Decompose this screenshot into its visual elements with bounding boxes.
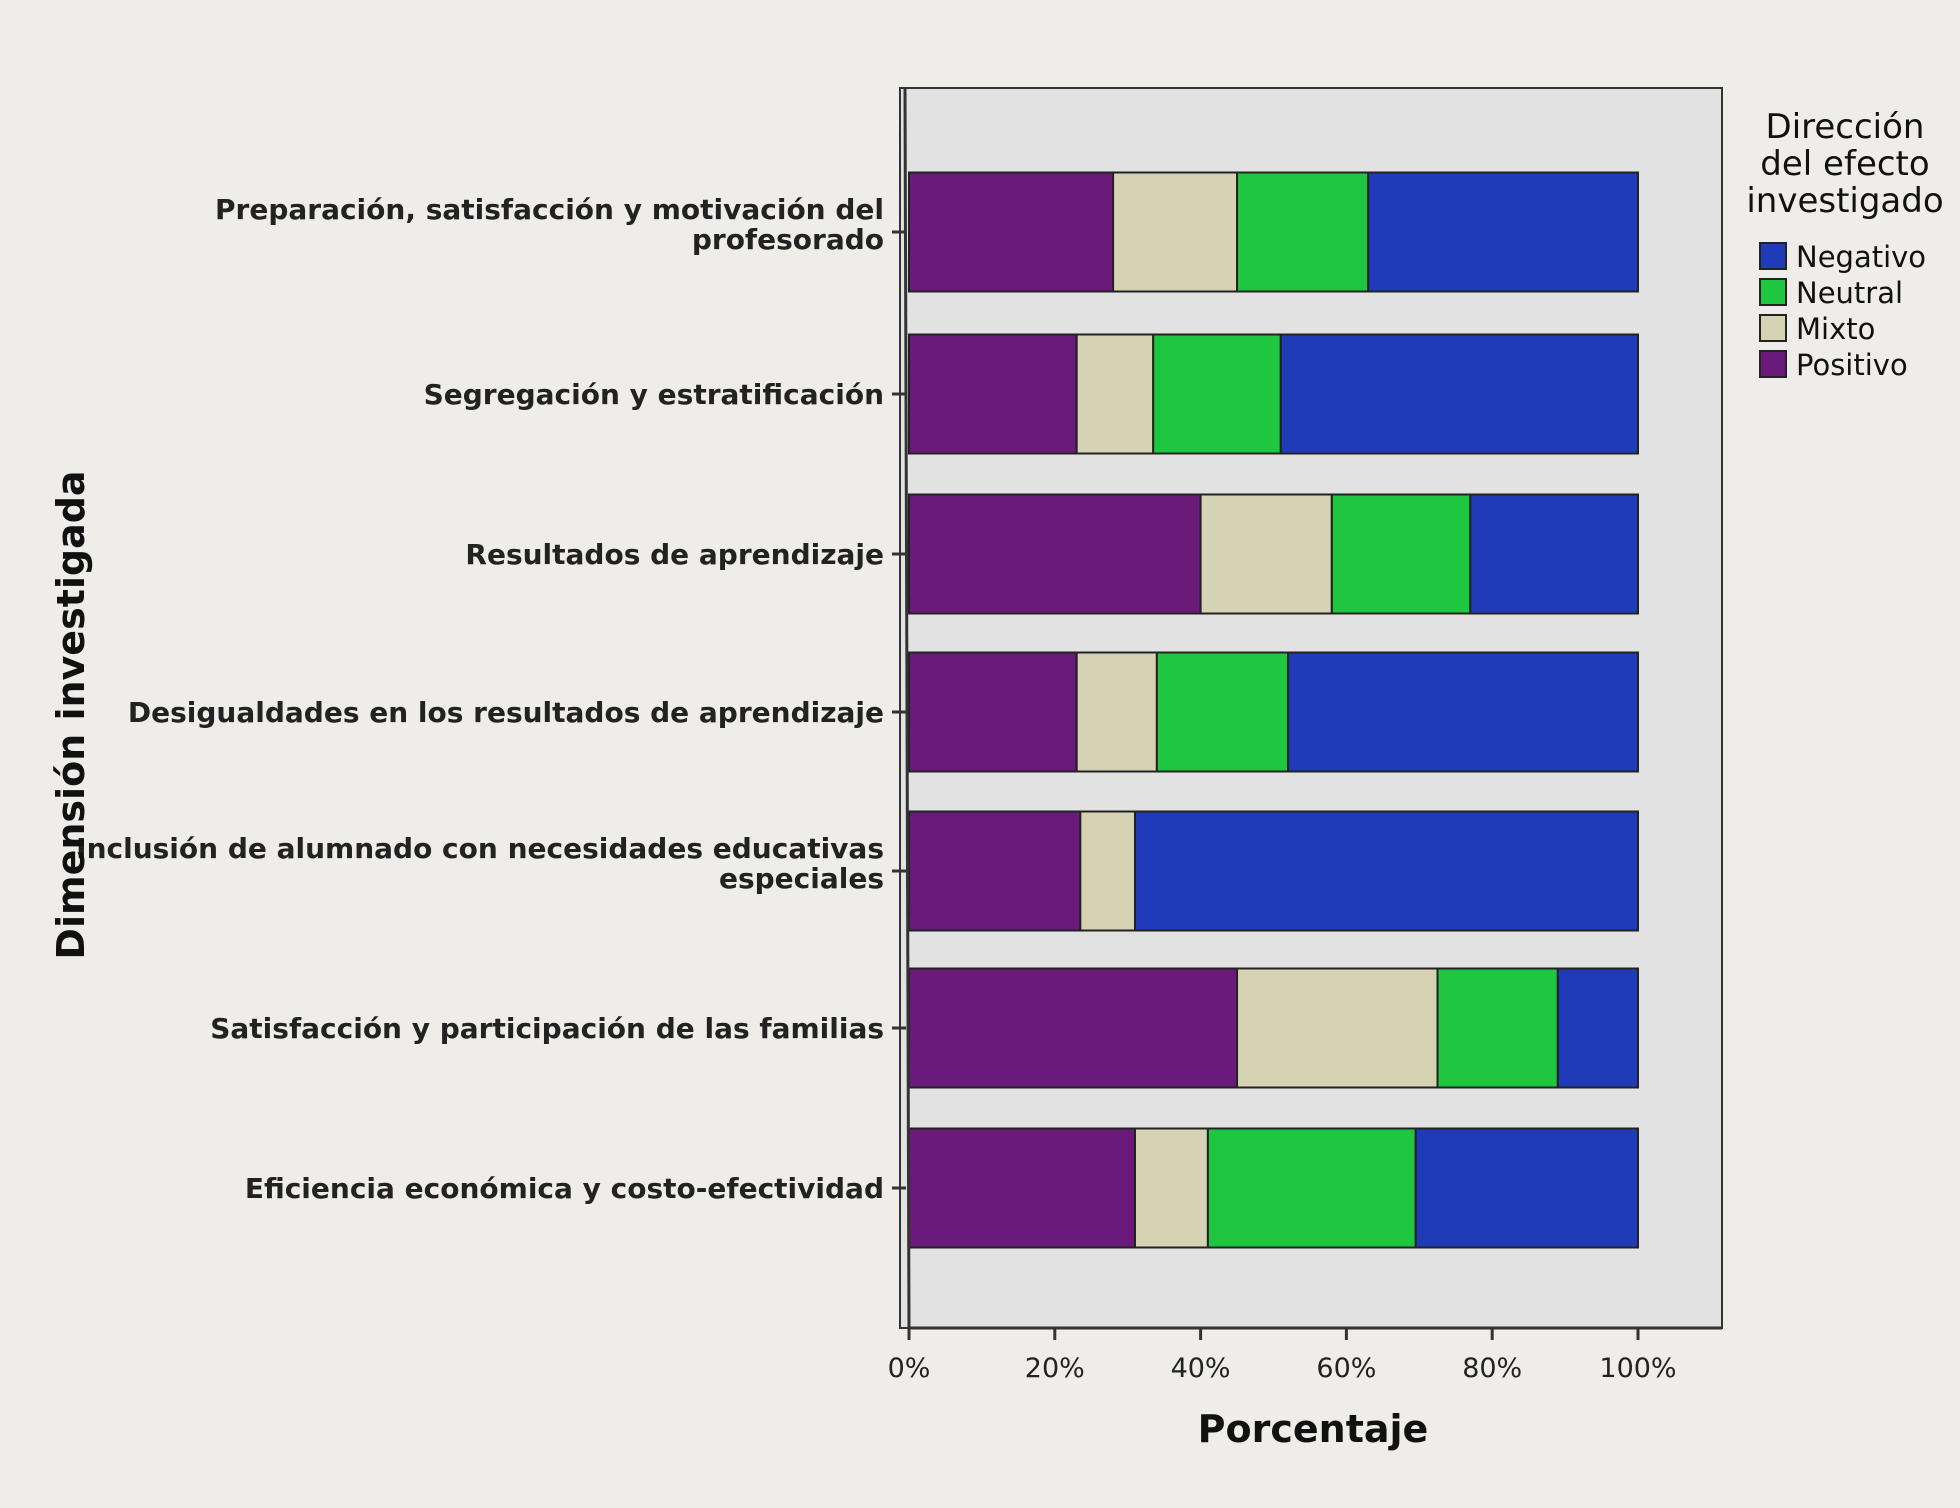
x-tick-label: 40% <box>1171 1353 1231 1384</box>
bar-segment-negativo <box>1414 1127 1640 1249</box>
x-axis-title: Porcentaje <box>1198 1407 1429 1451</box>
bar-segment-neutral <box>1330 493 1472 615</box>
legend-swatch-mixto <box>1759 314 1787 342</box>
x-tick-label: 100% <box>1599 1353 1676 1384</box>
x-tick-label: 20% <box>1025 1353 1085 1384</box>
legend-label-neutral: Neutral <box>1796 276 1903 310</box>
bar-segment-neutral <box>1236 171 1370 293</box>
bar-segment-mixto <box>1199 493 1333 615</box>
bar-segment-negativo <box>1133 810 1639 932</box>
bar-segment-mixto <box>1079 810 1136 932</box>
bar-segment-positivo <box>908 967 1239 1089</box>
bar-segment-negativo <box>1469 493 1639 615</box>
category-label: Eficiencia económica y costo-efectividad <box>245 1172 884 1205</box>
category-label: Segregación y estratificación <box>424 378 884 411</box>
bar-segment-negativo <box>1287 651 1639 773</box>
x-tick-label: 80% <box>1462 1353 1522 1384</box>
legend-swatch-positivo <box>1759 350 1787 378</box>
category-label: Desigualdades en los resultados de apren… <box>128 696 884 729</box>
bar-segment-positivo <box>908 651 1078 773</box>
legend-label-positivo: Positivo <box>1796 348 1908 382</box>
bar-segment-mixto <box>1075 651 1158 773</box>
bar-segment-neutral <box>1436 967 1559 1089</box>
bar-segment-positivo <box>908 171 1115 293</box>
bar-segment-negativo <box>1279 333 1640 455</box>
legend-swatch-neutral <box>1759 278 1787 306</box>
bar-segment-neutral <box>1206 1127 1417 1249</box>
bar-segment-mixto <box>1133 1127 1209 1249</box>
y-axis-line <box>903 87 911 1329</box>
bar-segment-mixto <box>1112 171 1239 293</box>
category-label: Preparación, satisfacción y motivación d… <box>215 193 884 256</box>
bar-segment-negativo <box>1367 171 1640 293</box>
legend-swatch-negativo <box>1759 242 1787 270</box>
legend-title: investigado <box>1746 181 1943 221</box>
legend-title: Dirección <box>1766 107 1925 147</box>
bar-segment-mixto <box>1075 333 1155 455</box>
legend-label-negativo: Negativo <box>1796 240 1926 274</box>
category-label: Resultados de aprendizaje <box>465 538 884 571</box>
legend-title: del efecto <box>1760 144 1929 184</box>
y-axis-title: Dimensión investigada <box>49 470 93 959</box>
category-label: Satisfacción y participación de las fami… <box>210 1012 884 1045</box>
bar-segment-neutral <box>1152 333 1282 455</box>
bar-segment-mixto <box>1236 967 1439 1089</box>
x-tick-label: 0% <box>888 1353 931 1384</box>
bar-segment-positivo <box>908 493 1202 615</box>
category-label: Inclusión de alumnado con necesidades ed… <box>76 832 884 895</box>
x-tick-label: 60% <box>1316 1353 1376 1384</box>
bar-segment-negativo <box>1556 967 1640 1089</box>
bar-segment-positivo <box>908 333 1078 455</box>
bar-segment-neutral <box>1155 651 1290 773</box>
bar-segment-positivo <box>908 1127 1136 1249</box>
bar-segment-positivo <box>908 810 1082 932</box>
legend-label-mixto: Mixto <box>1796 312 1875 346</box>
